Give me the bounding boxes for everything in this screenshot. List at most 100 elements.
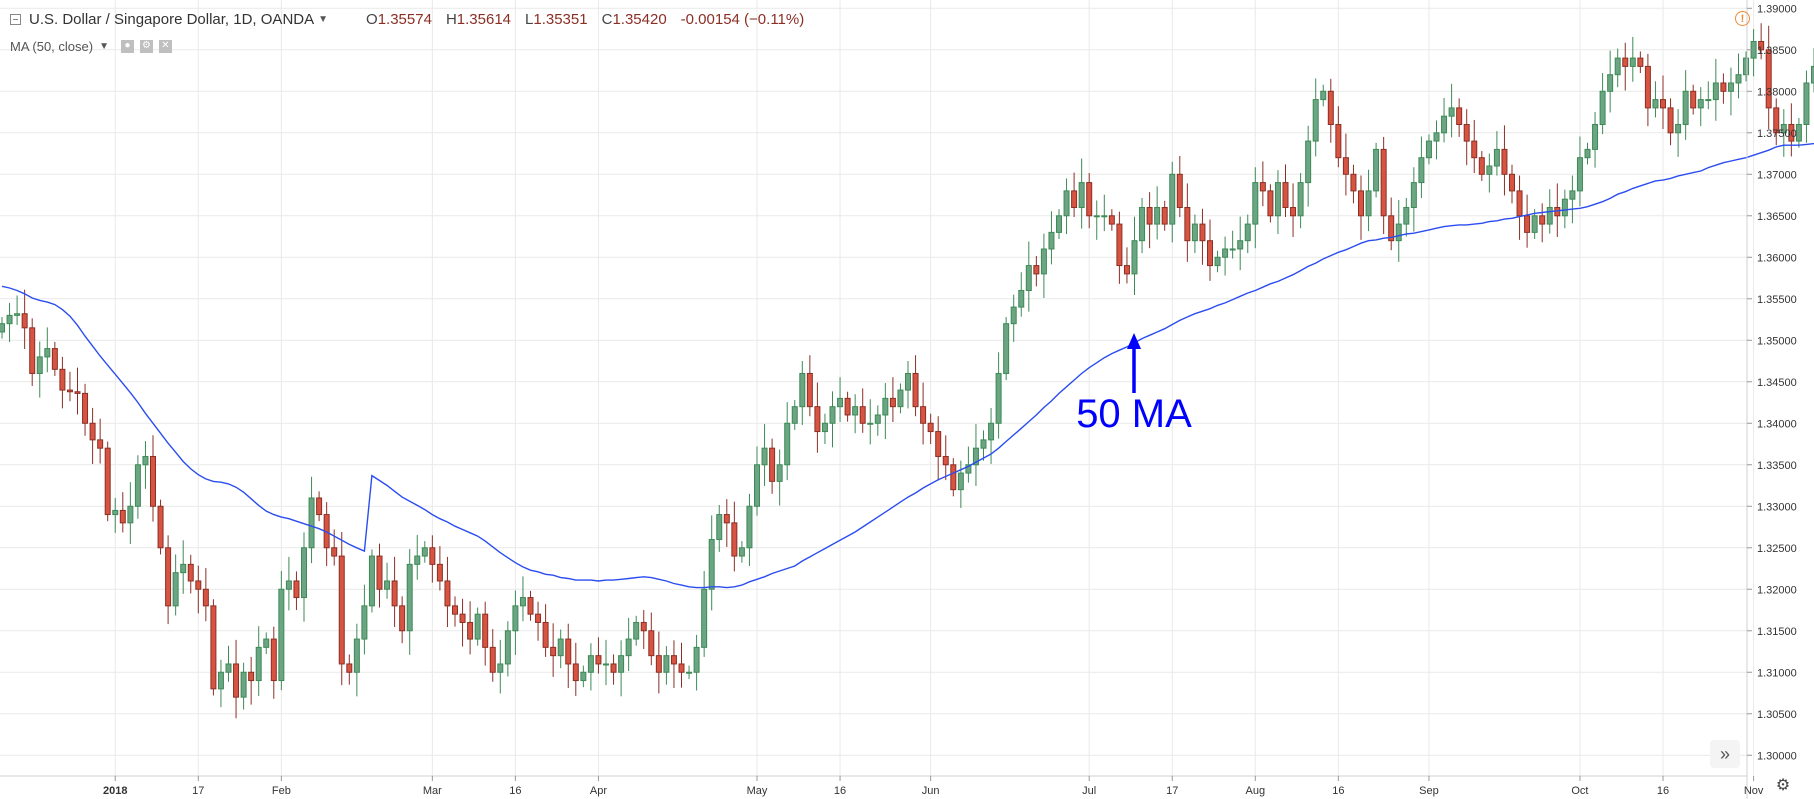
candle-down — [1637, 51, 1644, 74]
candle-down — [1690, 84, 1697, 115]
candle-up — [1320, 84, 1327, 107]
symbol-title[interactable]: U.S. Dollar / Singapore Dollar, 1D, OAND… — [29, 10, 315, 28]
candle-up — [512, 590, 519, 655]
candle-down — [338, 531, 345, 686]
candle-up — [1727, 67, 1734, 116]
candle-body — [150, 455, 156, 507]
candle-up — [1576, 136, 1583, 207]
collapse-icon[interactable] — [10, 13, 21, 25]
candle-up — [1531, 209, 1538, 240]
candle-body — [791, 406, 798, 424]
candle-down — [104, 441, 111, 522]
warning-icon[interactable]: ! — [1735, 11, 1750, 26]
candle-down — [1622, 42, 1629, 91]
candle-body — [1667, 107, 1674, 134]
candle-down — [1184, 183, 1191, 262]
candle-body — [1403, 206, 1410, 225]
price-tick-label: 1.37000 — [1757, 169, 1797, 181]
candle-body — [29, 327, 36, 374]
close-icon[interactable]: ✕ — [159, 39, 172, 53]
candle-down — [89, 407, 96, 464]
indicator-label[interactable]: MA (50, close) — [10, 38, 94, 54]
price-axis[interactable]: 1.30000 1.30500 1.31000 1.31500 1.32000 1.325… — [1747, 3, 1797, 762]
candle-up — [1312, 78, 1319, 157]
candle-body — [44, 348, 51, 358]
candle-body — [1056, 215, 1062, 233]
candle-body — [361, 605, 368, 640]
candle-down — [1267, 184, 1274, 223]
scroll-right-icon[interactable]: » — [1710, 740, 1740, 768]
time-tick-label: Aug — [1246, 785, 1266, 797]
candle-body — [1682, 90, 1689, 125]
candle-body — [821, 422, 828, 433]
candle-down — [1086, 173, 1093, 229]
candle-body — [633, 621, 640, 640]
candle-body — [580, 671, 587, 682]
candle-down — [1282, 164, 1289, 218]
candle-body — [368, 555, 375, 607]
candle-body — [1803, 82, 1810, 125]
candle-down — [889, 377, 896, 423]
candle-down — [1524, 194, 1531, 248]
candle-down — [950, 458, 957, 497]
candle-up — [905, 361, 911, 409]
candle-body — [829, 406, 836, 424]
candle-up — [1569, 175, 1576, 224]
candle-body — [935, 431, 942, 457]
candle-up — [1237, 216, 1244, 271]
candle-body — [1335, 123, 1342, 159]
candle-up — [1811, 48, 1814, 93]
candle-down — [769, 438, 776, 494]
caret-down-icon[interactable]: ▼ — [99, 40, 109, 52]
time-tick-label: Nov — [1744, 785, 1764, 797]
candle-body — [384, 580, 391, 590]
candle-up — [557, 629, 564, 669]
candle-body — [806, 372, 813, 408]
candle-down — [195, 565, 202, 614]
time-axis[interactable]: 2018 17 Feb Mar 16 Apr May 16 Jun Jul 17 Aug 16 Sep Oc… — [103, 776, 1814, 797]
candle-body — [542, 621, 549, 648]
candle-body — [376, 555, 383, 590]
candle-up — [414, 534, 421, 580]
candle-body — [1629, 57, 1636, 67]
candle-body — [467, 621, 474, 640]
candle-down — [806, 355, 813, 417]
candle-body — [1780, 123, 1787, 134]
gear-icon[interactable]: ⚙ — [1775, 777, 1791, 794]
time-tick-label: Apr — [590, 785, 607, 797]
candle-down — [51, 341, 58, 376]
candle-body — [1342, 157, 1349, 175]
candle-body — [1146, 206, 1153, 225]
candle-body — [761, 447, 768, 466]
candle-body — [1765, 49, 1772, 109]
candle-body — [504, 630, 511, 665]
candle-down — [399, 596, 406, 644]
candle-body — [308, 497, 315, 549]
candle-up — [421, 541, 428, 563]
candle-body — [557, 638, 564, 657]
candle-body — [1493, 148, 1500, 167]
candle-up — [1403, 197, 1410, 237]
caret-down-icon[interactable]: ▼ — [318, 13, 329, 25]
candle-body — [1350, 173, 1357, 192]
visibility-icon[interactable]: ● — [121, 39, 134, 53]
candle-up — [972, 424, 979, 486]
candle-down — [202, 568, 209, 622]
candle-body — [1320, 90, 1327, 101]
candle-down — [233, 639, 240, 719]
price-tick-label: 1.36500 — [1757, 211, 1797, 223]
candle-up — [180, 540, 187, 594]
candle-body — [127, 505, 134, 524]
candle-down — [648, 612, 655, 666]
candle-body — [844, 397, 851, 416]
candle-body — [1305, 140, 1312, 184]
candle-down — [1358, 175, 1364, 240]
candle-down — [1350, 164, 1357, 204]
candle-body — [1282, 182, 1289, 208]
candle-body — [1222, 248, 1229, 258]
ohlc-close: C1.35420 — [601, 10, 667, 28]
candle-down — [1290, 183, 1297, 237]
settings-icon[interactable]: ⚙ — [140, 39, 153, 53]
candle-up — [663, 646, 670, 685]
